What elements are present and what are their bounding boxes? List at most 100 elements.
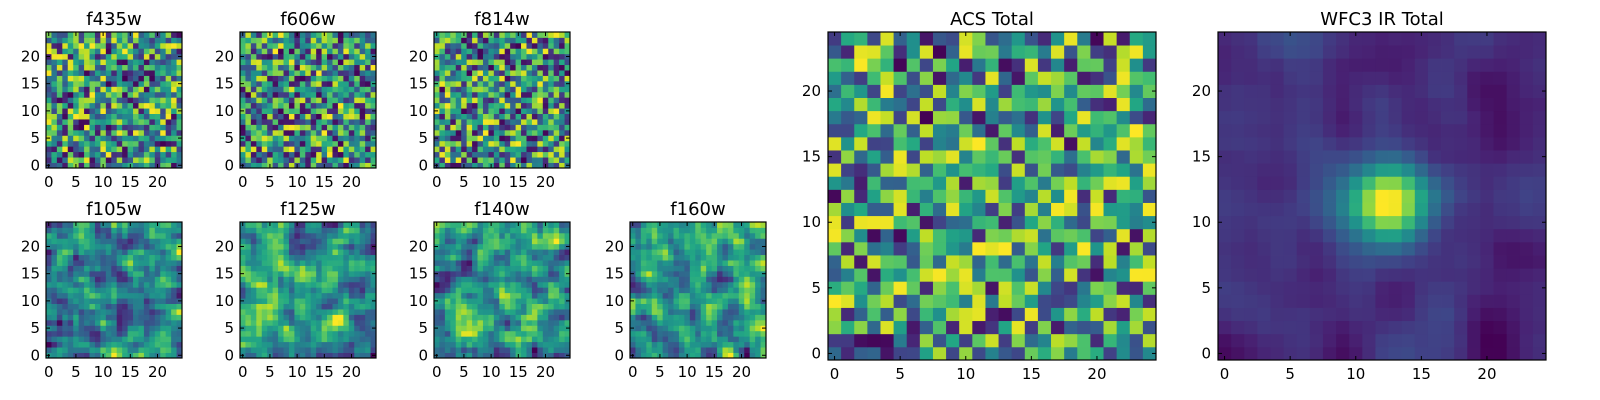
heatmap-cell	[149, 292, 156, 299]
heatmap-cell	[365, 352, 371, 359]
heatmap-cell	[343, 59, 350, 66]
heatmap-cell	[450, 330, 457, 337]
heatmap-cell	[564, 238, 571, 245]
heatmap-cell	[154, 146, 161, 153]
heatmap-cell	[89, 287, 96, 294]
heatmap-cell	[499, 37, 506, 44]
heatmap-cell	[559, 254, 565, 261]
heatmap-cell	[472, 124, 478, 131]
heatmap-cell	[521, 113, 527, 120]
heatmap-cell	[100, 319, 107, 326]
heatmap-cell	[316, 157, 322, 163]
heatmap-cell	[515, 157, 522, 163]
heatmap-cell	[684, 298, 691, 304]
heatmap-cell	[553, 298, 560, 304]
heatmap-cell	[488, 254, 495, 261]
heatmap-cell	[434, 309, 440, 315]
heatmap-cell	[700, 260, 707, 266]
heatmap-cell	[100, 140, 107, 147]
heatmap-cell	[354, 352, 361, 359]
heatmap-cell	[316, 298, 322, 304]
heatmap-cell	[450, 260, 457, 266]
heatmap-cell	[542, 48, 549, 55]
heatmap-cell	[84, 135, 90, 142]
heatmap-cell	[738, 270, 745, 277]
heatmap-cell	[138, 249, 145, 256]
heatmap-cell	[46, 314, 52, 321]
heatmap-cell	[261, 32, 268, 38]
heatmap-cell	[493, 314, 500, 321]
heatmap-cell	[283, 53, 290, 60]
heatmap-cell	[673, 341, 680, 348]
heatmap-cell	[1090, 320, 1104, 335]
heatmap-cells	[240, 32, 377, 169]
axes-frame	[239, 221, 377, 359]
heatmap-cell	[466, 238, 473, 245]
heatmap-cell	[354, 135, 361, 142]
heatmap-cell	[1051, 241, 1065, 256]
heatmap-cell	[461, 86, 468, 93]
heatmap-cell	[250, 287, 257, 294]
heatmap-cell	[337, 102, 344, 109]
heatmap-cell	[149, 37, 156, 44]
heatmap-cell	[444, 341, 451, 348]
heatmap-cell	[482, 298, 489, 304]
heatmap-cell	[542, 135, 549, 142]
heatmap-cell	[278, 42, 284, 49]
heatmap-cell	[267, 113, 274, 120]
heatmap-cell	[526, 238, 533, 245]
heatmap-cell	[488, 309, 495, 315]
heatmap-cell	[133, 48, 139, 55]
heatmap-cell	[657, 341, 664, 348]
heatmap-cell	[657, 303, 664, 310]
heatmap-cell	[439, 113, 446, 120]
heatmap-cell	[56, 254, 63, 261]
heatmap-cell	[78, 157, 85, 163]
heatmap-cell	[493, 309, 500, 315]
heatmap-cell	[332, 146, 339, 153]
heatmap-cell	[278, 227, 284, 234]
heatmap-cell	[450, 59, 457, 66]
heatmap-cell	[316, 59, 322, 66]
heatmap-cell	[305, 287, 312, 294]
heatmap-cell	[841, 281, 855, 295]
heatmap-cell	[439, 53, 446, 60]
heatmap-cell	[472, 140, 478, 147]
heatmap-cell	[1129, 307, 1144, 322]
heatmap-cell	[559, 330, 565, 337]
heatmap-cell	[651, 341, 658, 348]
heatmap-cell	[537, 352, 544, 359]
heatmap-cell	[133, 347, 139, 353]
heatmap-cell	[1090, 346, 1104, 361]
heatmap-cell	[250, 157, 257, 163]
heatmap-cell	[499, 135, 506, 142]
heatmap-cell	[646, 243, 653, 250]
heatmap-cell	[499, 265, 506, 272]
heatmap-cell	[359, 140, 366, 147]
heatmap-cell	[51, 151, 58, 158]
heatmap-cell	[635, 222, 642, 228]
heatmap-cell	[695, 298, 702, 304]
heatmap-cell	[67, 352, 74, 359]
heatmap-cell	[256, 146, 263, 153]
heatmap-cell	[256, 232, 263, 239]
heatmap-cell	[548, 254, 555, 261]
heatmap-cell	[73, 37, 80, 44]
heatmap-cell	[711, 227, 718, 234]
heatmap-cell	[343, 70, 350, 76]
heatmap-cell	[760, 309, 767, 315]
heatmap-cell	[450, 91, 457, 98]
heatmap-cell	[867, 346, 881, 361]
heatmap-cell	[84, 309, 90, 315]
heatmap-cell	[477, 37, 484, 44]
heatmap-cell	[149, 91, 156, 98]
heatmap-cell	[149, 254, 156, 261]
heatmap-cell	[749, 298, 756, 304]
heatmap-cell	[56, 108, 63, 114]
heatmap-cell	[504, 151, 511, 158]
heatmap-cell	[354, 330, 361, 337]
heatmap-cell	[133, 341, 139, 348]
heatmap-cell	[89, 157, 96, 163]
heatmap-cell	[138, 347, 145, 353]
heatmap-cell	[354, 298, 361, 304]
